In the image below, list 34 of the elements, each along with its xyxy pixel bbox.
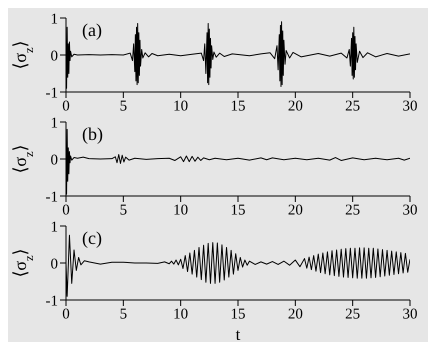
y-tick-label: 0 (50, 152, 58, 168)
x-tick-label: 30 (402, 202, 418, 219)
x-tick-label: 0 (62, 202, 70, 219)
x-tick-label: 5 (120, 306, 128, 323)
annotation: (a) (82, 20, 102, 41)
x-tick-label: 0 (62, 306, 70, 323)
x-tick-label: 25 (345, 202, 360, 219)
annotation: (c) (82, 228, 102, 249)
y-tick-label: -1 (46, 293, 58, 310)
y-tick-label: 0 (50, 48, 58, 64)
x-tick-label: 30 (402, 306, 418, 323)
annotation: (b) (82, 124, 103, 145)
x-tick-label: 5 (120, 202, 128, 219)
x-tick-label: 10 (173, 98, 188, 115)
x-tick-label: 20 (288, 306, 303, 323)
y-tick-label: 1 (50, 11, 58, 28)
y-tick-label: 0 (50, 256, 58, 272)
x-tick-label: 20 (288, 98, 303, 115)
x-tick-label: 25 (345, 98, 360, 115)
y-tick-label: 1 (50, 219, 58, 236)
x-tick-label: 5 (120, 98, 128, 115)
x-tick-label: 25 (345, 306, 360, 323)
x-tick-label: 15 (230, 306, 246, 323)
x-tick-label: 10 (173, 202, 188, 219)
x-tick-label: 30 (402, 98, 418, 115)
x-tick-label: 15 (230, 98, 246, 115)
x-tick-label: 10 (173, 306, 188, 323)
x-tick-label: 0 (62, 98, 70, 115)
x-axis-title: t (236, 325, 241, 343)
y-tick-label: -1 (46, 189, 58, 206)
x-tick-label: 20 (288, 202, 303, 219)
x-tick-label: 15 (230, 202, 246, 219)
y-tick-label: 1 (50, 115, 58, 132)
y-tick-label: -1 (46, 85, 58, 102)
